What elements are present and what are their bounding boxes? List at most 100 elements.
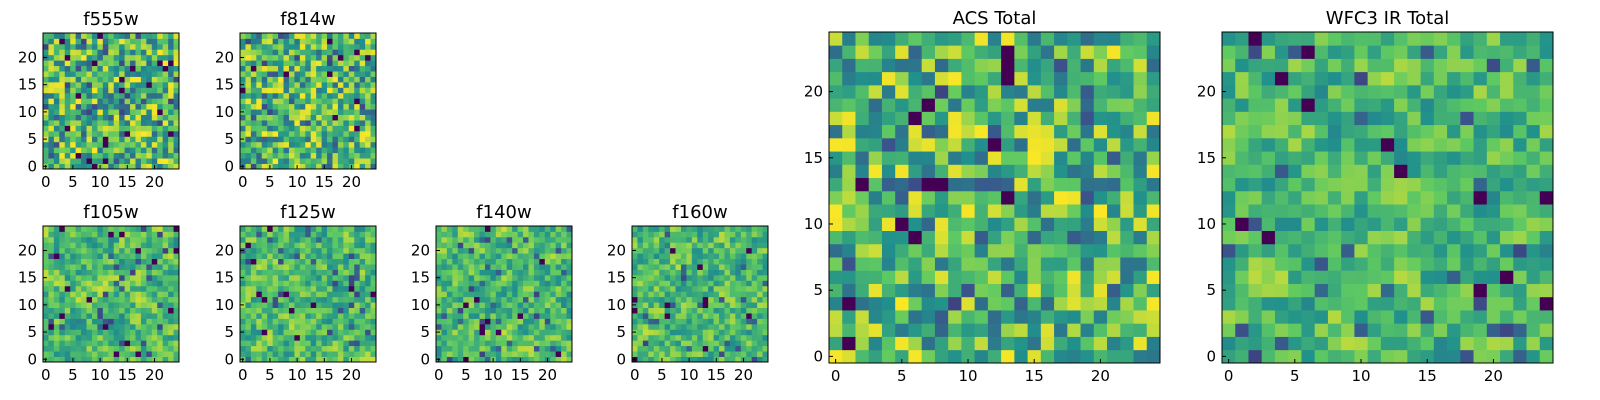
heatmap-cell: [746, 280, 753, 287]
heatmap-cell: [283, 258, 290, 265]
heatmap-cell: [1014, 111, 1028, 126]
heatmap-cell: [250, 291, 257, 298]
heatmap-cell: [75, 33, 82, 39]
heatmap-cell: [327, 231, 333, 238]
heatmap-cell: [452, 302, 459, 308]
heatmap-cell: [283, 109, 290, 115]
heatmap-cell: [245, 76, 252, 83]
heatmap-cell: [91, 71, 98, 77]
heatmap-cell: [64, 323, 71, 330]
heatmap-cell: [762, 302, 769, 308]
heatmap-cell: [124, 264, 131, 270]
heatmap-cell: [653, 258, 660, 265]
heatmap-cell: [724, 253, 731, 260]
heatmap-cell: [53, 280, 60, 287]
x-tick-label: 5: [897, 367, 907, 385]
heatmap-cell: [124, 147, 131, 154]
heatmap-cell: [64, 71, 71, 77]
heatmap-cell: [48, 302, 55, 308]
heatmap-cell: [1314, 111, 1329, 126]
heatmap-cell: [157, 71, 164, 77]
heatmap-cell: [501, 258, 508, 265]
heatmap-cell: [757, 329, 763, 336]
heatmap-cell: [829, 45, 843, 59]
heatmap-cell: [119, 120, 125, 126]
heatmap-cell: [250, 43, 257, 50]
axes-frame: [631, 225, 769, 363]
heatmap-cell: [908, 336, 923, 351]
heatmap-cell: [91, 54, 98, 61]
heatmap-cell: [729, 323, 736, 330]
heatmap-cell: [43, 152, 49, 159]
heatmap-cell: [702, 280, 709, 287]
heatmap-cell: [642, 285, 649, 292]
heatmap-cell: [757, 351, 763, 357]
heatmap-cell: [113, 253, 120, 260]
heatmap-cell: [173, 269, 180, 276]
heatmap-cell: [332, 43, 339, 50]
heatmap-cell: [746, 318, 753, 325]
heatmap-cell: [327, 141, 333, 148]
heatmap-cell: [1054, 243, 1068, 258]
heatmap-cell: [162, 109, 169, 115]
heatmap-cell: [1080, 204, 1095, 218]
heatmap-cell: [173, 274, 180, 281]
heatmap-cell: [124, 323, 131, 330]
heatmap-cell: [354, 274, 361, 281]
heatmap-cell: [479, 351, 486, 357]
heatmap-cell: [1107, 32, 1121, 46]
y-tick-label: 20: [215, 241, 234, 259]
heatmap-cell: [348, 109, 355, 115]
heatmap-cell: [544, 242, 551, 249]
heatmap-cell: [321, 60, 328, 67]
heatmap-cell: [908, 257, 923, 271]
heatmap-cell: [735, 351, 742, 357]
heatmap-cell: [948, 336, 962, 351]
heatmap-cell: [173, 356, 180, 363]
heatmap-cell: [86, 226, 93, 232]
heatmap-cell: [1120, 349, 1134, 364]
heatmap-cell: [961, 111, 976, 126]
heatmap-cell: [1120, 190, 1134, 205]
heatmap-cell: [288, 60, 295, 67]
heatmap-cell: [256, 87, 263, 94]
heatmap-cell: [64, 236, 71, 243]
heatmap-cell: [70, 226, 77, 232]
heatmap-cell: [321, 285, 328, 292]
heatmap-cell: [332, 302, 339, 308]
heatmap-cell: [359, 120, 366, 126]
heatmap-cell: [961, 296, 976, 311]
heatmap-cell: [708, 264, 714, 270]
heatmap-cell: [146, 253, 153, 260]
heatmap-cell: [457, 269, 464, 276]
heatmap-cell: [305, 38, 312, 45]
heatmap-cell: [719, 258, 725, 265]
heatmap-cell: [299, 120, 306, 126]
heatmap-cell: [119, 351, 125, 357]
x-tick-label: 15: [118, 173, 137, 191]
heatmap-cell: [140, 71, 147, 77]
heatmap-cell: [102, 258, 109, 265]
heatmap-cell: [261, 76, 268, 83]
heatmap-cell: [457, 329, 464, 336]
heatmap-cell: [332, 318, 339, 325]
heatmap-cell: [881, 190, 896, 205]
heatmap-cell: [267, 120, 274, 126]
heatmap-cell: [842, 32, 856, 46]
heatmap-cell: [740, 302, 747, 308]
heatmap-cell: [523, 296, 529, 303]
heatmap-cell: [1473, 204, 1488, 218]
heatmap-cell: [1093, 98, 1108, 112]
heatmap-cell: [1080, 243, 1095, 258]
heatmap-cell: [75, 236, 82, 243]
heatmap-cell: [484, 296, 491, 303]
heatmap-cell: [135, 141, 142, 148]
heatmap-cell: [70, 236, 77, 243]
heatmap-cell: [283, 87, 290, 94]
heatmap-cell: [523, 323, 529, 330]
heatmap-cell: [1235, 257, 1249, 271]
heatmap-cell: [1235, 283, 1249, 298]
heatmap-cell: [124, 60, 131, 67]
heatmap-cell: [310, 329, 317, 336]
heatmap-cell: [86, 76, 93, 83]
